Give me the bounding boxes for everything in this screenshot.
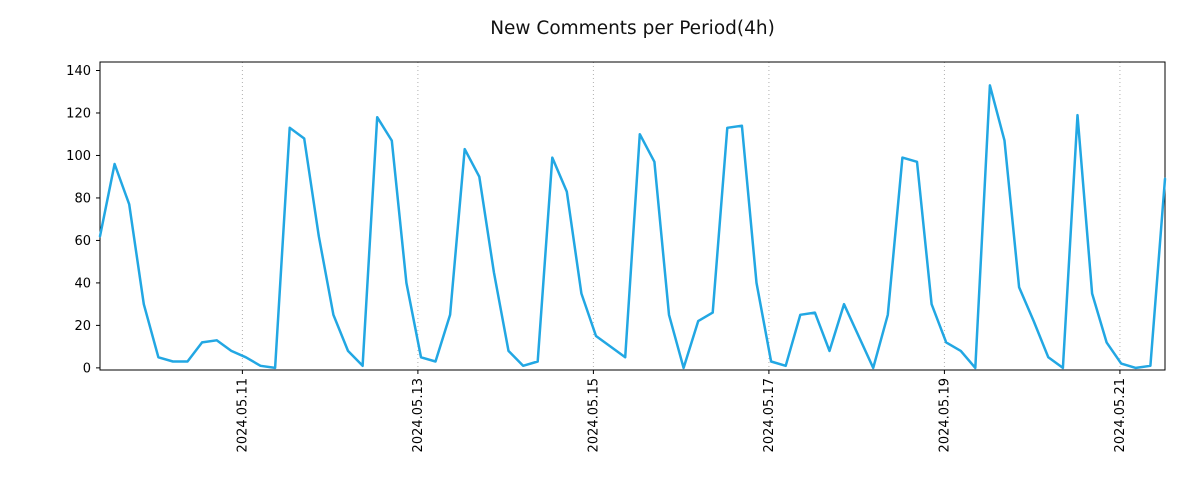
x-tick-label: 2024.05.17 bbox=[762, 378, 777, 452]
x-tick-label: 2024.05.21 bbox=[1113, 378, 1128, 452]
y-tick-label: 40 bbox=[74, 276, 91, 291]
y-tick-label: 0 bbox=[83, 361, 91, 376]
y-tick-label: 140 bbox=[66, 64, 91, 79]
x-tick-label: 2024.05.13 bbox=[411, 378, 426, 452]
x-tick-label: 2024.05.11 bbox=[235, 378, 250, 452]
series-line-new-comments bbox=[98, 84, 1167, 370]
plot-border bbox=[99, 61, 1166, 371]
y-tick-label: 80 bbox=[74, 191, 91, 206]
x-tick-label: 2024.05.15 bbox=[586, 378, 601, 452]
y-tick-label: 120 bbox=[66, 106, 91, 121]
y-tick-label: 20 bbox=[74, 319, 91, 334]
x-tick-label: 2024.05.19 bbox=[937, 378, 952, 452]
y-tick-label: 100 bbox=[66, 149, 91, 164]
y-tick-label: 60 bbox=[74, 234, 91, 249]
chart-title: New Comments per Period(4h) bbox=[490, 18, 775, 39]
